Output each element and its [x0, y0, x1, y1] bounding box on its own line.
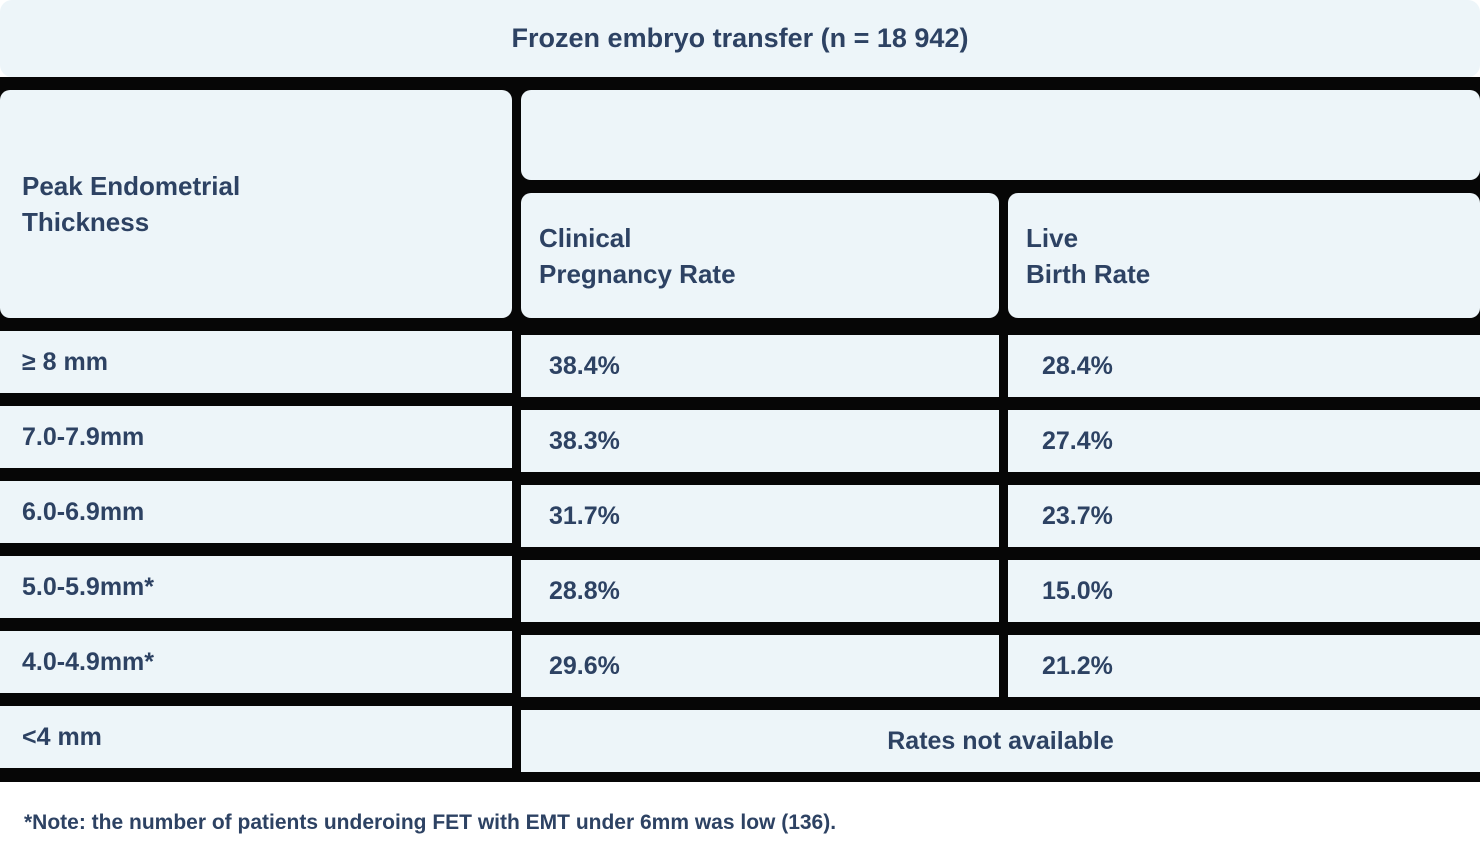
row-header-line2: Thickness: [22, 207, 150, 237]
cpr-cell: 38.3%: [521, 410, 999, 472]
thickness-cell: 6.0-6.9mm: [0, 481, 512, 543]
col-header-live-birth-rate: Live Birth Rate: [1008, 193, 1480, 318]
col-header-cpr-line1: Clinical: [539, 222, 632, 253]
row-header-cell: Peak Endometrial Thickness: [0, 90, 512, 318]
lbr-cell: 23.7%: [1008, 485, 1480, 547]
rates-not-available-cell: Rates not available: [521, 710, 1480, 772]
cpr-cell: 31.7%: [521, 485, 999, 547]
lbr-cell: 28.4%: [1008, 335, 1480, 397]
cpr-cell: 28.8%: [521, 560, 999, 622]
row-header-line1: Peak Endometrial: [22, 171, 241, 201]
page-title: Frozen embryo transfer (n = 18 942): [511, 23, 969, 53]
lbr-cell: 27.4%: [1008, 410, 1480, 472]
empty-header-cell: [521, 90, 1480, 180]
col-header-cpr-line2: Pregnancy Rate: [539, 258, 736, 289]
col-header-clinical-pregnancy-rate: Clinical Pregnancy Rate: [521, 193, 999, 318]
thickness-cell: 4.0-4.9mm*: [0, 631, 512, 693]
data-table: Peak Endometrial Thickness Clinical Preg…: [0, 77, 1480, 782]
col-header-lbr-line1: Live: [1026, 222, 1079, 253]
thickness-cell: ≥ 8 mm: [0, 331, 512, 393]
cpr-cell: 29.6%: [521, 635, 999, 697]
cpr-cell: 38.4%: [521, 335, 999, 397]
footnote-card: *Note: the number of patients underoing …: [0, 782, 1480, 864]
footnote-text: *Note: the number of patients underoing …: [24, 811, 837, 834]
thickness-cell: <4 mm: [0, 706, 512, 768]
col-header-lbr-line2: Birth Rate: [1026, 258, 1151, 289]
lbr-cell: 21.2%: [1008, 635, 1480, 697]
thickness-cell: 7.0-7.9mm: [0, 406, 512, 468]
lbr-cell: 15.0%: [1008, 560, 1480, 622]
thickness-cell: 5.0-5.9mm*: [0, 556, 512, 618]
table-title-bar: Frozen embryo transfer (n = 18 942): [0, 0, 1480, 77]
